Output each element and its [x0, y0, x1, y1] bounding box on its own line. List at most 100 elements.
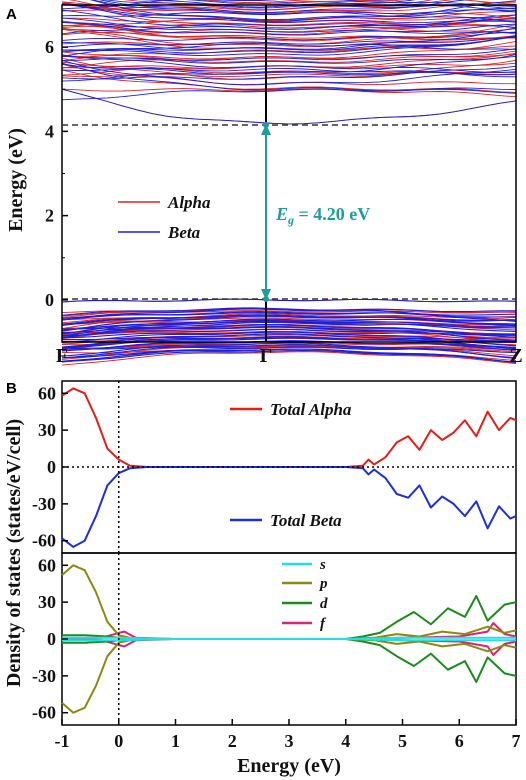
panel-b-bottom-legend: s p d f — [282, 557, 328, 632]
valence-band — [61, 351, 517, 366]
conduction-band — [61, 31, 517, 41]
pdos-curve-p-down — [61, 638, 517, 714]
conduction-band — [61, 57, 517, 80]
panel-b-dos: -60 -30 0 30 60 -60 -30 0 30 60 -1 0 1 2 3 4 5 6 7 Total A… — [3, 380, 521, 777]
eg-var: E — [275, 204, 288, 224]
valence-band — [61, 320, 517, 333]
legend-s: s — [319, 557, 326, 573]
panel-b-ytick-label: 0 — [47, 457, 56, 477]
conduction-band — [61, 36, 517, 51]
panel-b-ytick-label: -60 — [32, 531, 56, 551]
conduction-band — [123, 0, 454, 11]
conduction-band — [61, 88, 517, 125]
panel-b-top-legend: Total Alpha Total Beta — [230, 400, 352, 530]
panel-b-xtick-label: 3 — [285, 731, 294, 751]
valence-band — [61, 328, 517, 337]
conduction-band — [61, 18, 517, 36]
panel-a-ytick-label: 0 — [45, 290, 54, 310]
panel-a-band-structure: 0 2 4 6 Energy (eV) F Γ Z Alpha Beta Eg = 4… — [5, 0, 523, 367]
panel-b-ytick-label: 60 — [38, 555, 56, 575]
conduction-band — [61, 35, 517, 54]
dos-curve-total-beta — [61, 466, 517, 548]
legend-total-alpha: Total Alpha — [270, 400, 352, 419]
pdos-curve-s-down — [62, 638, 516, 642]
conduction-band — [61, 67, 517, 78]
panel-b-ytick-label: -60 — [32, 703, 56, 723]
conduction-band — [61, 0, 396, 10]
kpoint-F: F — [56, 345, 68, 367]
panel-b-xtick-label: 6 — [455, 731, 464, 751]
panel-b-xtick-label: 7 — [512, 731, 521, 751]
legend-total-beta: Total Beta — [270, 511, 342, 530]
conduction-band — [61, 42, 517, 57]
valence-band — [61, 298, 517, 303]
panel-b-ytick-label: 60 — [38, 383, 56, 403]
panel-a-ytick-label: 6 — [45, 37, 54, 57]
valence-band — [61, 320, 517, 337]
valence-band — [61, 346, 517, 354]
kpoint-gamma: Γ — [260, 345, 273, 367]
conduction-band — [61, 54, 517, 73]
band-gap-arrow-top — [261, 124, 271, 135]
valence-band — [61, 345, 517, 352]
band-series-beta — [61, 0, 517, 364]
pdos-curve-f-up — [61, 622, 517, 640]
legend-beta-label: Beta — [167, 223, 201, 242]
cbm-marker — [263, 122, 269, 128]
panel-b-x-axis-title: Energy (eV) — [237, 755, 341, 777]
panel-a-legend: Alpha Beta — [118, 193, 211, 242]
valence-band — [61, 340, 517, 352]
panel-b-ytick-label: 0 — [47, 629, 56, 649]
band-gap-label: Eg = 4.20 eV — [275, 204, 370, 227]
legend-d: d — [320, 596, 328, 612]
valence-band — [61, 350, 517, 363]
conduction-band — [199, 0, 397, 3]
eg-value: = 4.20 eV — [294, 204, 370, 224]
panel-letter-b: B — [6, 380, 17, 397]
panel-letter-a: A — [6, 6, 17, 23]
total-dos-curves — [61, 387, 517, 548]
panel-b-ticks: -60 -30 0 30 60 -60 -30 0 30 60 -1 0 1 2 3 4 5 6 7 — [32, 381, 521, 751]
conduction-band — [220, 0, 517, 10]
conduction-band — [61, 88, 517, 125]
valence-band — [61, 312, 517, 319]
panel-a-y-axis-title: Energy (eV) — [5, 128, 27, 232]
conduction-band — [61, 54, 517, 82]
panel-b-ytick-label: -30 — [32, 666, 56, 686]
pdos-curve-f-down — [61, 638, 517, 656]
band-lines — [61, 0, 517, 366]
projected-dos-curves — [61, 564, 517, 714]
panel-b-xtick-label: 2 — [228, 731, 237, 751]
conduction-band — [61, 18, 517, 30]
conduction-band — [61, 2, 517, 21]
panel-a-ytick-label: 4 — [45, 121, 54, 141]
panel-b-xtick-label: -1 — [55, 731, 70, 751]
panel-b-xtick-label: 1 — [171, 731, 180, 751]
panel-b-xtick-label: 5 — [398, 731, 407, 751]
panel-b-xtick-label: 0 — [114, 731, 123, 751]
kpoint-Z: Z — [509, 345, 522, 367]
conduction-band — [61, 88, 517, 98]
valence-band — [61, 325, 517, 336]
panel-b-ytick-label: 30 — [38, 420, 56, 440]
eg-sub: g — [287, 213, 294, 227]
legend-alpha-label: Alpha — [167, 193, 211, 212]
valence-band — [61, 344, 517, 359]
legend-f: f — [320, 616, 327, 632]
valence-band — [61, 315, 516, 332]
conduction-band — [61, 23, 517, 35]
conduction-band — [61, 62, 517, 94]
legend-p: p — [318, 576, 328, 592]
conduction-band — [90, 0, 517, 23]
conduction-band — [61, 36, 517, 48]
valence-band — [61, 333, 517, 350]
conduction-band — [61, 34, 517, 56]
panel-b-y-axis-title: Density of states (states/eV/cell) — [3, 419, 25, 687]
band-gap-arrow-bottom — [261, 289, 271, 300]
panel-b-ytick-label: -30 — [32, 494, 56, 514]
conduction-band — [61, 87, 517, 101]
conduction-band — [61, 28, 517, 40]
valence-band — [61, 344, 517, 360]
panel-b-ytick-label: 30 — [38, 592, 56, 612]
